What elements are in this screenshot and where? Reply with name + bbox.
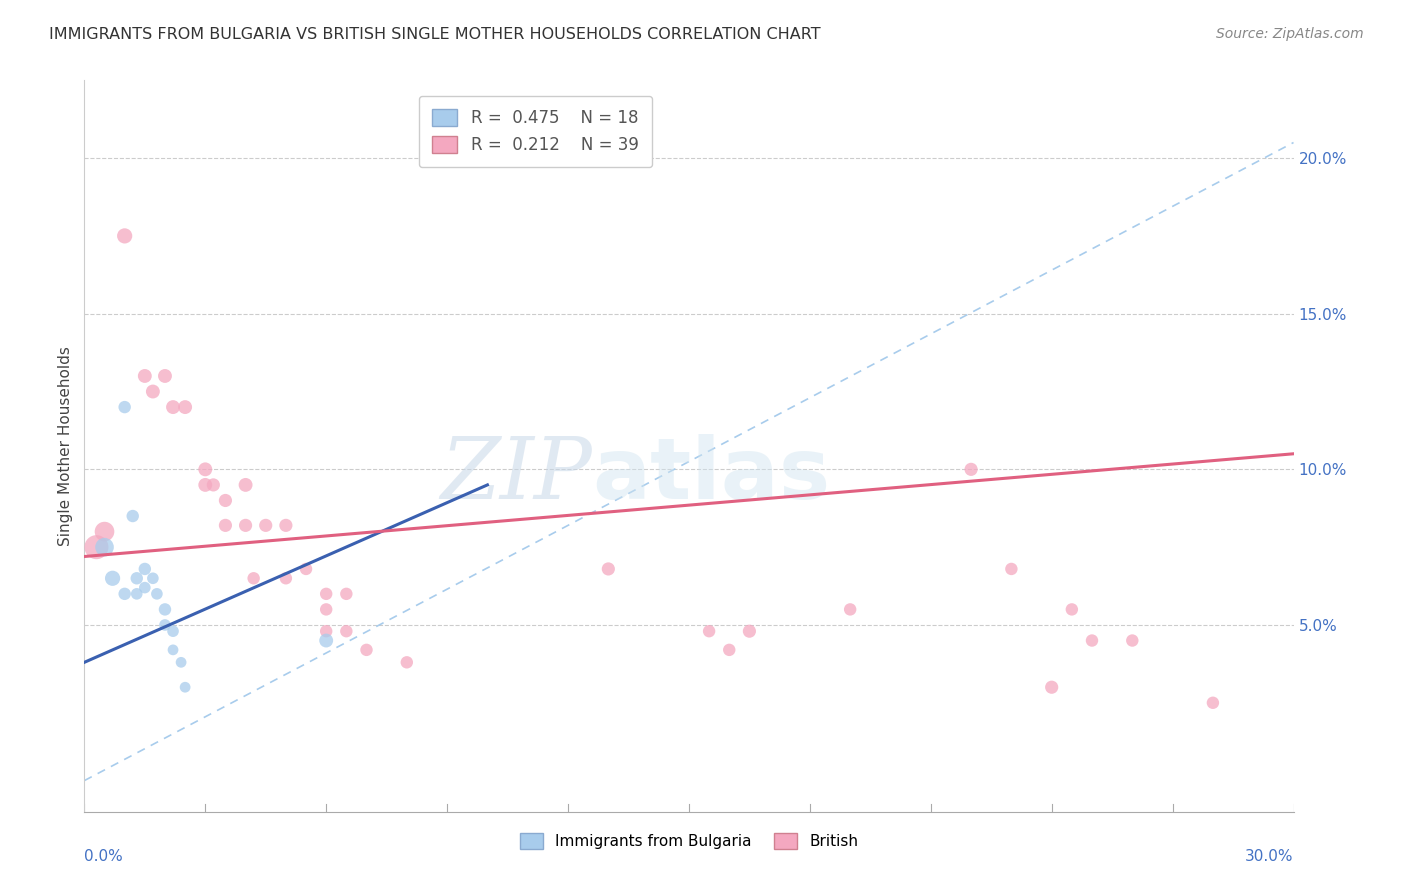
Point	[93, 524, 115, 539]
Point	[174, 680, 197, 694]
Point	[356, 643, 378, 657]
Text: 0.0%: 0.0%	[84, 849, 124, 864]
Point	[134, 562, 156, 576]
Point	[142, 384, 165, 399]
Point	[1081, 633, 1104, 648]
Point	[125, 587, 148, 601]
Point	[315, 633, 337, 648]
Point	[134, 581, 156, 595]
Point	[93, 540, 115, 554]
Point	[697, 624, 720, 639]
Point	[1040, 680, 1063, 694]
Point	[1202, 696, 1225, 710]
Point	[839, 602, 862, 616]
Point	[86, 540, 108, 554]
Point	[274, 571, 297, 585]
Point	[254, 518, 277, 533]
Point	[598, 562, 620, 576]
Point	[738, 624, 761, 639]
Point	[202, 478, 225, 492]
Point	[1121, 633, 1143, 648]
Point	[174, 400, 197, 414]
Point	[1000, 562, 1022, 576]
Point	[153, 368, 176, 383]
Point	[335, 624, 357, 639]
Point	[162, 643, 184, 657]
Point	[274, 518, 297, 533]
Point	[162, 624, 184, 639]
Point	[214, 493, 236, 508]
Point	[101, 571, 124, 585]
Legend: Immigrants from Bulgaria, British: Immigrants from Bulgaria, British	[513, 827, 865, 855]
Text: ZIP: ZIP	[440, 434, 592, 516]
Point	[170, 656, 193, 670]
Point	[114, 400, 136, 414]
Point	[114, 587, 136, 601]
Text: Source: ZipAtlas.com: Source: ZipAtlas.com	[1216, 27, 1364, 41]
Point	[142, 571, 165, 585]
Point	[315, 587, 337, 601]
Point	[315, 602, 337, 616]
Point	[235, 478, 257, 492]
Point	[235, 518, 257, 533]
Point	[1060, 602, 1083, 616]
Point	[121, 509, 143, 524]
Point	[146, 587, 169, 601]
Point	[162, 400, 184, 414]
Point	[214, 518, 236, 533]
Text: atlas: atlas	[592, 434, 831, 516]
Point	[295, 562, 318, 576]
Point	[242, 571, 264, 585]
Point	[134, 368, 156, 383]
Point	[315, 624, 337, 639]
Point	[335, 587, 357, 601]
Point	[960, 462, 983, 476]
Y-axis label: Single Mother Households: Single Mother Households	[58, 346, 73, 546]
Point	[153, 618, 176, 632]
Point	[194, 462, 217, 476]
Text: IMMIGRANTS FROM BULGARIA VS BRITISH SINGLE MOTHER HOUSEHOLDS CORRELATION CHART: IMMIGRANTS FROM BULGARIA VS BRITISH SING…	[49, 27, 821, 42]
Point	[718, 643, 741, 657]
Point	[153, 602, 176, 616]
Point	[125, 571, 148, 585]
Text: 30.0%: 30.0%	[1246, 849, 1294, 864]
Point	[395, 656, 418, 670]
Point	[194, 478, 217, 492]
Point	[114, 228, 136, 243]
